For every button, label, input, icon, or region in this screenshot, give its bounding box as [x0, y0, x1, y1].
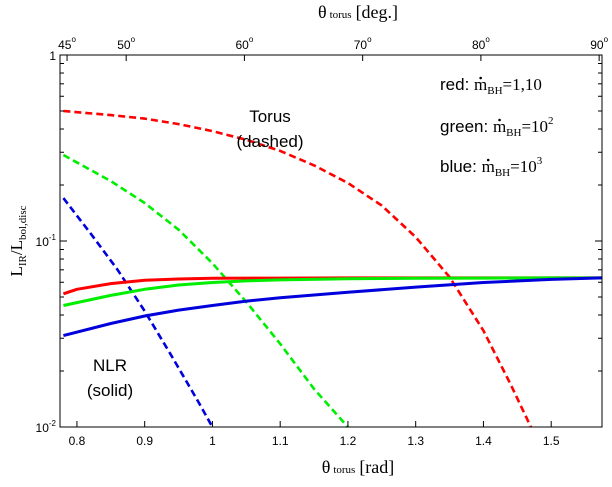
- x-tick-label: 0.8: [69, 434, 86, 448]
- x-axis-sub: torus: [333, 464, 355, 476]
- top-axis-sub: torus: [330, 9, 352, 21]
- top-axis-unit: [deg.]: [356, 2, 398, 22]
- annotation-torus: Torus: [249, 107, 291, 126]
- series-0-dashed: [63, 109, 533, 428]
- y-tick-label: 10-2: [36, 419, 57, 435]
- legend: red: mBH=1,10 green: mBH=102 blue: mBH=103: [440, 75, 554, 179]
- dot-accent: [486, 158, 490, 162]
- x-axis-unit: [rad]: [359, 457, 394, 477]
- x-tick-label: 1.3: [407, 434, 424, 448]
- y-axis-slash: /L: [7, 240, 26, 255]
- y-axis-sub1: IR: [17, 254, 29, 266]
- legend-entry: blue: mBH=103: [440, 155, 543, 179]
- top-tick-label: 90o: [590, 35, 608, 52]
- series-2-dashed: [62, 197, 214, 428]
- dot-accent: [479, 76, 482, 80]
- legend-entry: green: mBH=102: [440, 115, 554, 139]
- y-axis-main: L: [7, 266, 26, 276]
- y-axis-title: LIR/Lbol,disc: [7, 205, 29, 276]
- dot-accent: [498, 118, 501, 122]
- top-tick-label: 50o: [117, 35, 135, 52]
- top-tick-label: 60o: [236, 35, 254, 52]
- x-tick-label: 1.2: [340, 434, 357, 448]
- top-axis-title: θ torus [deg.]: [318, 2, 398, 22]
- x-tick-label: 1.1: [272, 434, 289, 448]
- x-tick-label: 0.9: [136, 434, 153, 448]
- top-tick-label: 70o: [354, 35, 372, 52]
- y-tick-label: 1: [49, 49, 56, 63]
- annotation-nlr: NLR: [93, 356, 127, 375]
- top-tick-label: 80o: [472, 35, 490, 52]
- top-tick-label: 45o: [58, 35, 76, 52]
- annotation-nlr-style: (solid): [87, 381, 133, 400]
- series-5-solid: [63, 276, 603, 338]
- x-tick-label: 1.5: [543, 434, 560, 448]
- top-axis-symbol: θ: [318, 2, 327, 22]
- y-tick-label: 10-1: [36, 233, 57, 249]
- x-tick-label: 1: [209, 434, 216, 448]
- annotation-torus-style: (dashed): [236, 132, 303, 151]
- series-1-dashed: [62, 153, 349, 428]
- legend-entry: red: mBH=1,10: [440, 75, 542, 97]
- x-tick-label: 1.4: [475, 434, 492, 448]
- x-axis-title: θ torus [rad]: [322, 457, 395, 477]
- y-axis-sub2: bol,disc: [17, 205, 29, 240]
- series-4-solid: [63, 276, 602, 307]
- x-axis-symbol: θ: [322, 457, 331, 477]
